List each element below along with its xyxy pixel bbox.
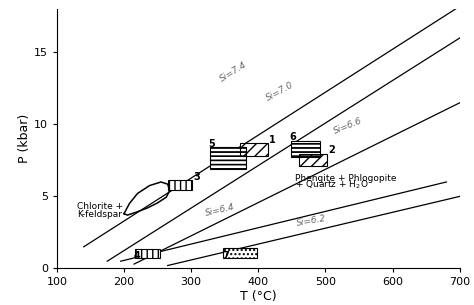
Text: 7: 7: [222, 251, 229, 261]
Bar: [291, 141, 320, 157]
Text: 4: 4: [134, 251, 141, 261]
Text: 1: 1: [269, 135, 276, 145]
Bar: [136, 249, 160, 258]
Bar: [210, 147, 246, 169]
Text: Si=7.4: Si=7.4: [218, 60, 248, 84]
Bar: [223, 248, 257, 258]
Text: Chlorite +: Chlorite +: [77, 202, 123, 211]
Bar: [299, 154, 327, 166]
Text: Si=7.0: Si=7.0: [265, 80, 296, 103]
Bar: [168, 180, 192, 190]
Text: 6: 6: [289, 132, 296, 142]
Bar: [136, 249, 160, 258]
Y-axis label: P (kbar): P (kbar): [18, 114, 31, 163]
Text: Si=6.4: Si=6.4: [205, 203, 236, 218]
Bar: [168, 180, 192, 190]
Text: Si=6.6: Si=6.6: [332, 116, 364, 136]
Bar: [299, 154, 327, 166]
Text: 2: 2: [328, 145, 335, 155]
Text: K-feldspar: K-feldspar: [77, 210, 122, 219]
Text: + Quartz + H$_2$O: + Quartz + H$_2$O: [295, 179, 369, 191]
Text: Si=6.2: Si=6.2: [295, 214, 327, 228]
Bar: [210, 147, 246, 169]
Bar: [291, 141, 320, 157]
Text: 5: 5: [209, 139, 215, 149]
Text: Phengite + Phlogopite: Phengite + Phlogopite: [295, 174, 397, 183]
Bar: [291, 141, 320, 157]
Bar: [239, 143, 268, 156]
Bar: [239, 143, 268, 156]
X-axis label: T (°C): T (°C): [240, 290, 277, 303]
Text: 3: 3: [193, 172, 200, 182]
Bar: [223, 248, 257, 258]
Bar: [210, 147, 246, 169]
